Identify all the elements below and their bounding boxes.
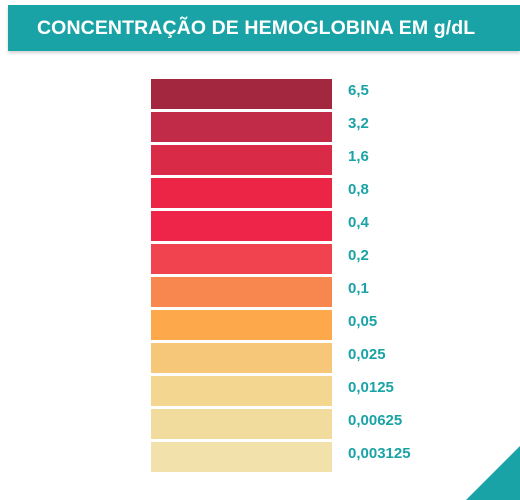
title-bar: CONCENTRAÇÃO DE HEMOGLOBINA EM g/dL <box>8 5 520 51</box>
color-swatch <box>151 310 332 340</box>
concentration-label: 0,05 <box>348 313 378 330</box>
corner-triangle-shape <box>466 446 520 500</box>
concentration-label: 0,0125 <box>348 379 394 396</box>
concentration-label: 0,1 <box>348 280 369 297</box>
concentration-label: 1,6 <box>348 148 369 165</box>
color-swatch <box>151 244 332 274</box>
color-swatch <box>151 79 332 109</box>
color-swatch <box>151 145 332 175</box>
color-swatch <box>151 112 332 142</box>
page-title: CONCENTRAÇÃO DE HEMOGLOBINA EM g/dL <box>37 17 476 39</box>
concentration-label: 0,00625 <box>348 412 403 429</box>
concentration-label: 6,5 <box>348 82 369 99</box>
concentration-label: 0,4 <box>348 214 369 231</box>
concentration-label: 3,2 <box>348 115 369 132</box>
color-swatch <box>151 409 332 439</box>
color-swatch <box>151 376 332 406</box>
color-swatch <box>151 211 332 241</box>
color-swatch <box>151 277 332 307</box>
concentration-label: 0,025 <box>348 346 386 363</box>
color-swatch <box>151 343 332 373</box>
concentration-label: 0,003125 <box>348 445 411 462</box>
color-swatch <box>151 442 332 472</box>
concentration-label: 0,2 <box>348 247 369 264</box>
corner-triangle <box>466 446 520 500</box>
color-swatch <box>151 178 332 208</box>
concentration-label: 0,8 <box>348 181 369 198</box>
